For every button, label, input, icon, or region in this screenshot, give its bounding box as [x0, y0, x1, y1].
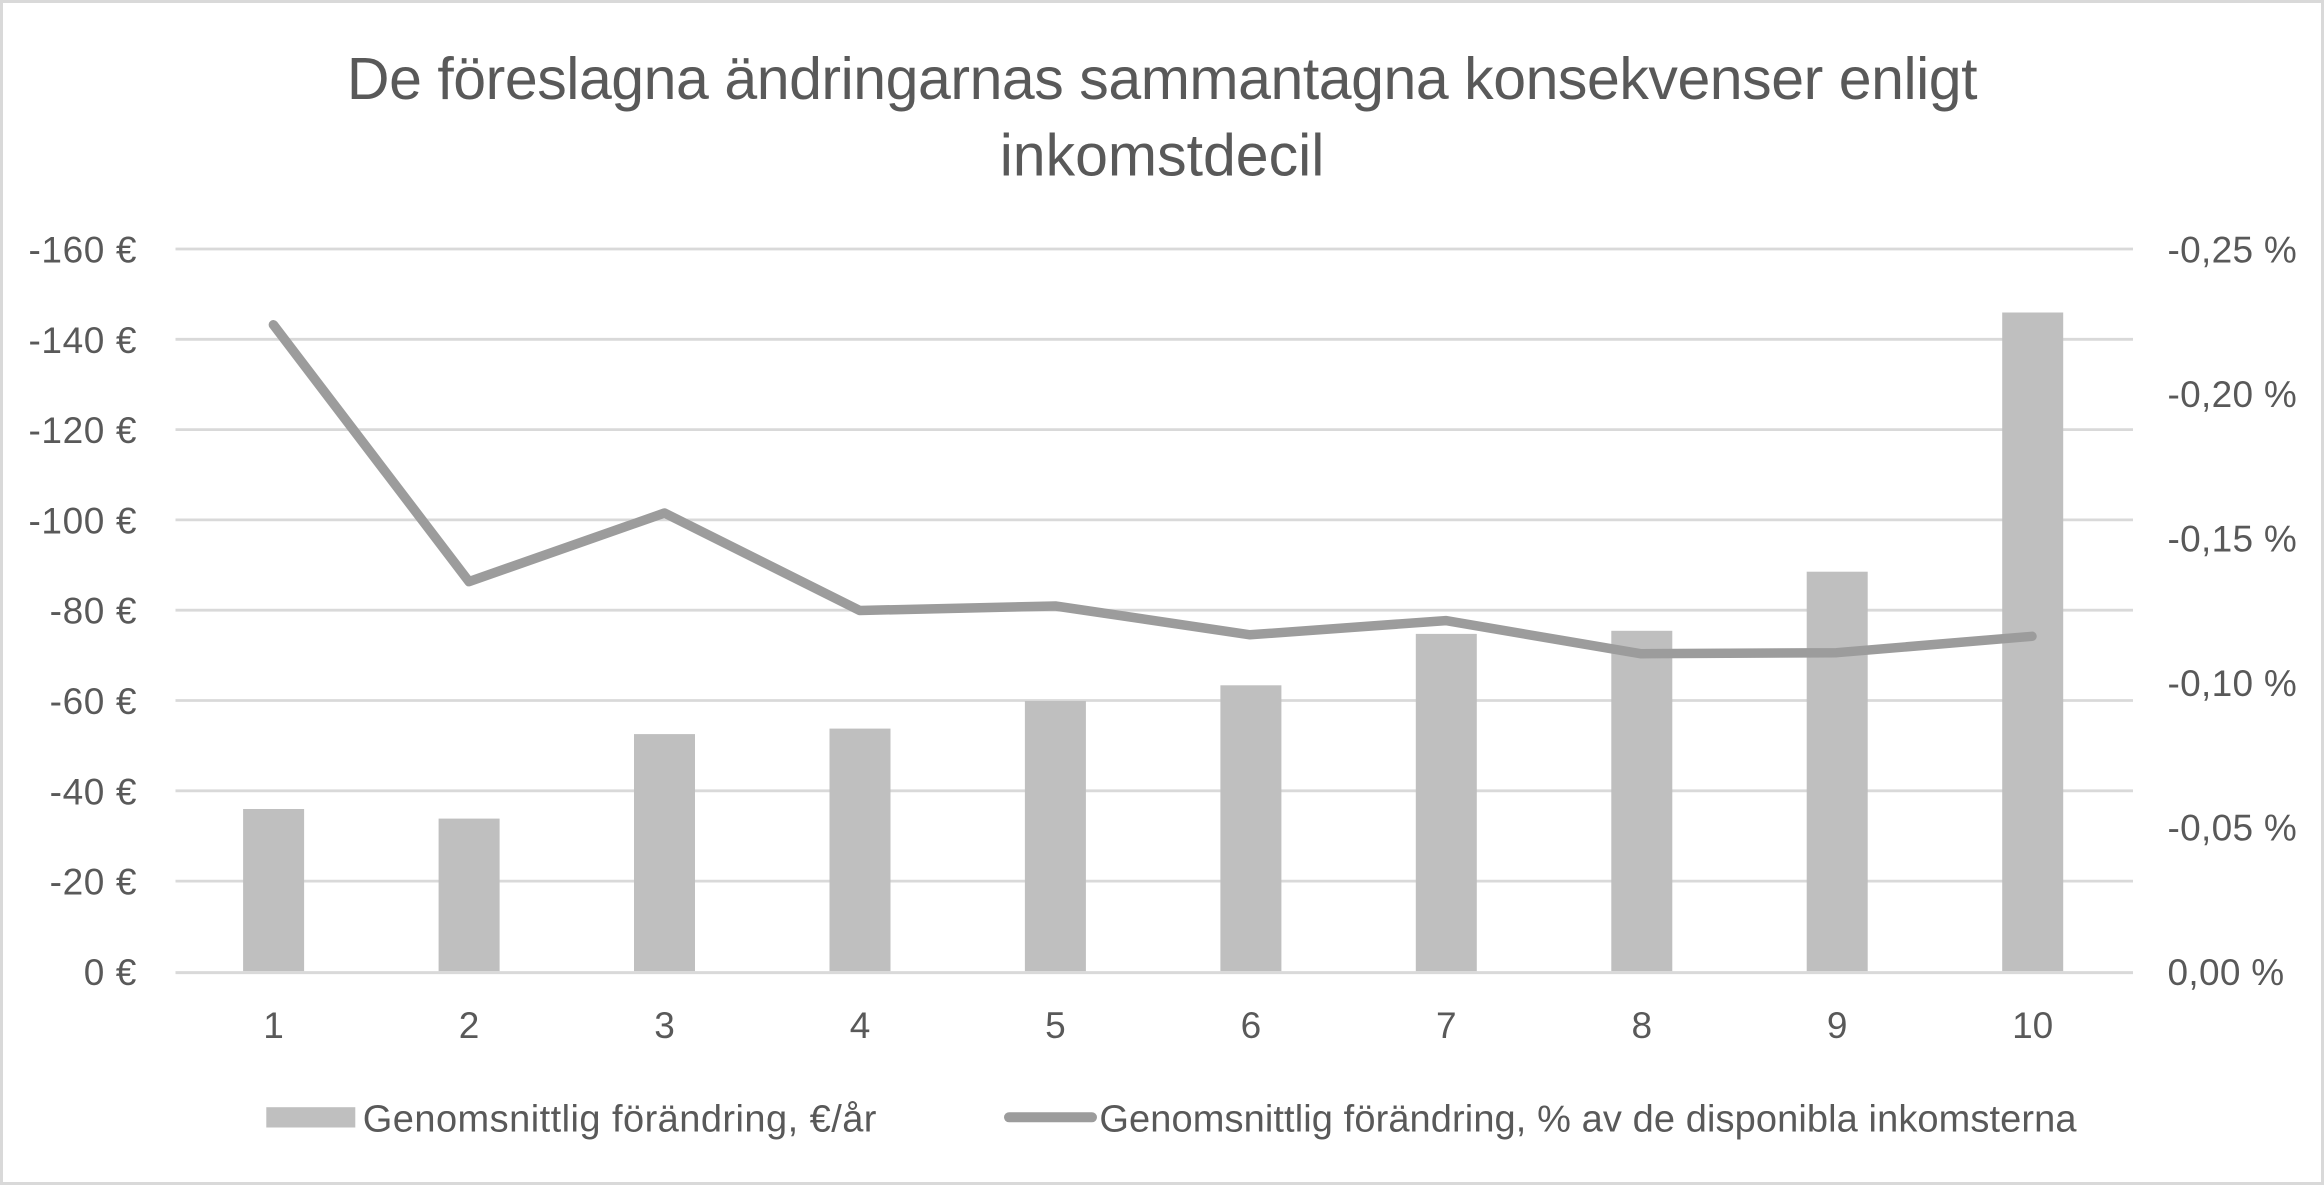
- svg-text:Genomsnittlig förändring, €/år: Genomsnittlig förändring, €/år: [363, 1098, 877, 1140]
- svg-text:2: 2: [459, 1005, 480, 1046]
- svg-text:-0,10 %: -0,10 %: [2168, 663, 2298, 704]
- svg-text:5: 5: [1045, 1005, 1066, 1046]
- svg-text:8: 8: [1632, 1005, 1653, 1046]
- svg-text:De föreslagna ändringarnas sam: De föreslagna ändringarnas sammantagna k…: [347, 46, 1977, 112]
- svg-text:0,00 %: 0,00 %: [2168, 952, 2285, 993]
- svg-text:-40 €: -40 €: [50, 771, 137, 812]
- svg-text:3: 3: [654, 1005, 675, 1046]
- svg-text:9: 9: [1827, 1005, 1848, 1046]
- svg-text:inkomstdecil: inkomstdecil: [1000, 122, 1325, 188]
- svg-text:-0,05 %: -0,05 %: [2168, 807, 2298, 848]
- svg-text:1: 1: [263, 1005, 284, 1046]
- svg-text:-80 €: -80 €: [50, 591, 137, 632]
- svg-text:7: 7: [1436, 1005, 1457, 1046]
- svg-text:-100 €: -100 €: [28, 500, 137, 541]
- svg-text:-120 €: -120 €: [28, 410, 137, 451]
- svg-text:-0,15 %: -0,15 %: [2168, 519, 2298, 560]
- svg-text:-0,25 %: -0,25 %: [2168, 230, 2298, 271]
- svg-text:Genomsnittlig förändring, % av: Genomsnittlig förändring, % av de dispon…: [1099, 1098, 2077, 1140]
- svg-text:-160 €: -160 €: [28, 230, 137, 271]
- svg-text:-20 €: -20 €: [50, 862, 137, 903]
- svg-text:-60 €: -60 €: [50, 681, 137, 722]
- svg-text:-140 €: -140 €: [28, 320, 137, 361]
- svg-text:0 €: 0 €: [84, 952, 137, 993]
- svg-text:10: 10: [2012, 1005, 2053, 1046]
- svg-text:6: 6: [1241, 1005, 1262, 1046]
- svg-text:-0,20 %: -0,20 %: [2168, 374, 2298, 415]
- svg-text:4: 4: [850, 1005, 871, 1046]
